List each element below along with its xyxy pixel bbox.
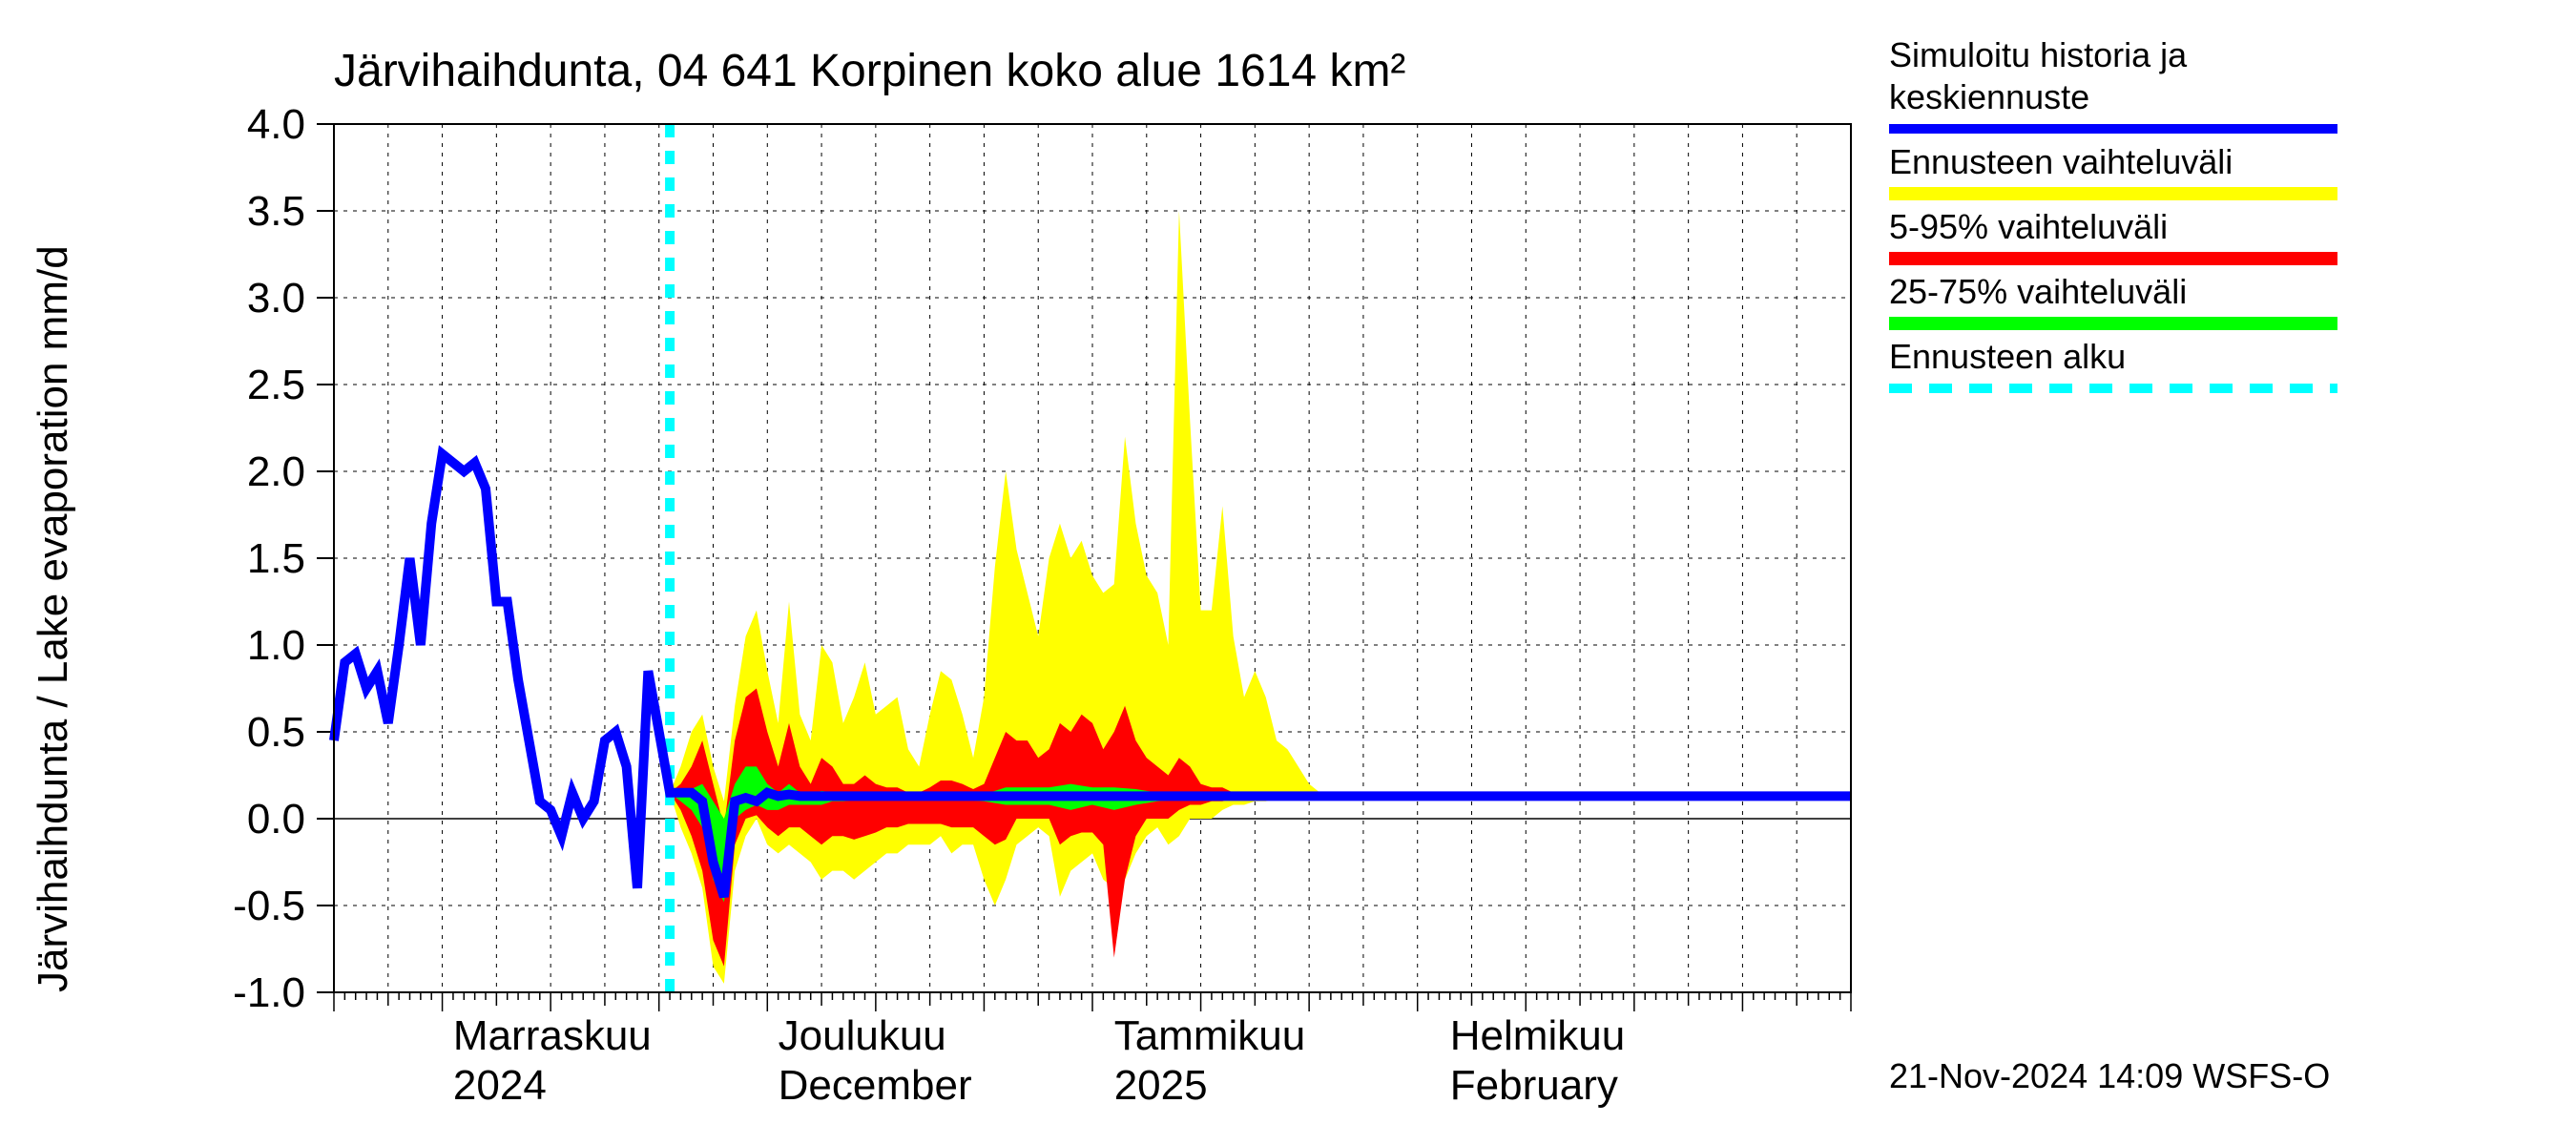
y-axis-label: Järvihaihdunta / Lake evaporation mm/d — [30, 245, 76, 992]
ytick-label: 3.5 — [247, 188, 305, 235]
legend-swatch — [1889, 317, 2337, 330]
legend-swatch — [1889, 187, 2337, 200]
month-label: Joulukuu — [779, 1012, 946, 1059]
month-label: Tammikuu — [1114, 1012, 1306, 1059]
month-label: Helmikuu — [1450, 1012, 1625, 1059]
ytick-label: 3.0 — [247, 275, 305, 322]
legend-swatch — [1889, 252, 2337, 265]
legend-label: keskiennuste — [1889, 77, 2089, 116]
month-label: Marraskuu — [453, 1012, 652, 1059]
ytick-label: 0.5 — [247, 709, 305, 756]
month-sublabel: December — [779, 1062, 972, 1109]
chart-container: -1.0 -0.5 0.0 0.5 1.0 1.5 2.0 2.5 3.0 3.5 4.0 Marra… — [0, 0, 2576, 1145]
ytick-label: 0.0 — [247, 796, 305, 843]
chart-svg: -1.0 -0.5 0.0 0.5 1.0 1.5 2.0 2.5 3.0 3.5 4.0 Marra… — [0, 0, 2576, 1145]
legend-label: Ennusteen alku — [1889, 337, 2126, 376]
ytick-label: -1.0 — [233, 969, 305, 1016]
footer-timestamp: 21-Nov-2024 14:09 WSFS-O — [1889, 1056, 2330, 1095]
legend-label: Ennusteen vaihteluväli — [1889, 142, 2233, 181]
month-sublabel: February — [1450, 1062, 1618, 1109]
ytick-label: 1.5 — [247, 535, 305, 582]
chart-title: Järvihaihdunta, 04 641 Korpinen koko alu… — [334, 46, 1405, 96]
month-sublabel: 2024 — [453, 1062, 547, 1109]
legend-label: 5-95% vaihteluväli — [1889, 207, 2168, 246]
legend-label: Simuloitu historia ja — [1889, 35, 2188, 74]
ytick-label: 4.0 — [247, 101, 305, 148]
ytick-label: 2.0 — [247, 448, 305, 495]
ytick-label: 2.5 — [247, 362, 305, 408]
month-sublabel: 2025 — [1114, 1062, 1208, 1109]
legend-label: 25-75% vaihteluväli — [1889, 272, 2187, 311]
ytick-label: 1.0 — [247, 622, 305, 669]
ytick-label: -0.5 — [233, 883, 305, 929]
